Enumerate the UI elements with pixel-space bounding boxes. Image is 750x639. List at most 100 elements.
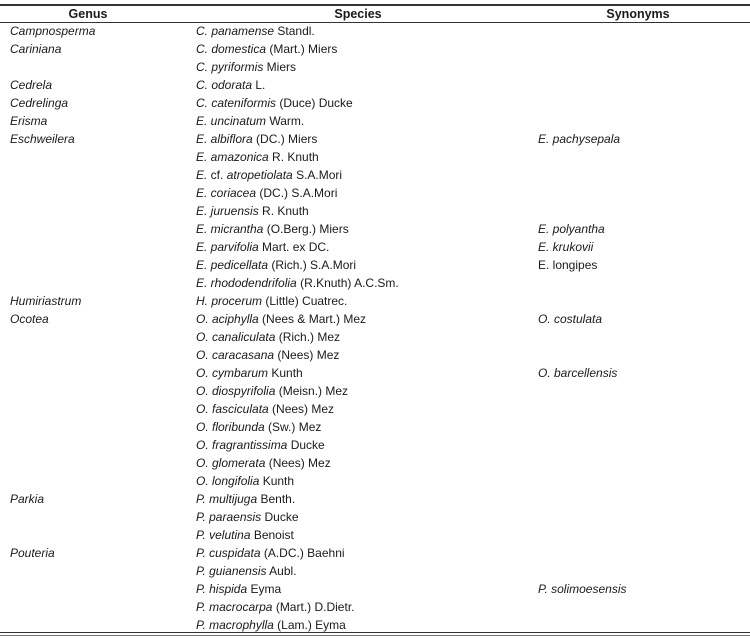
species-epithet: C. pyriformis xyxy=(196,60,264,74)
table-row: Campnosperma C. panamense Standl. xyxy=(0,22,750,40)
table-row: O. floribunda (Sw.) Mez xyxy=(0,418,750,436)
species-author: S.A.Mori xyxy=(292,168,343,182)
species-epithet: E. coriacea xyxy=(196,186,257,200)
species-author: (A.DC.) Baehni xyxy=(260,546,345,560)
table-row: Eschweilera E. albiflora (DC.) Miers E. pa… xyxy=(0,130,750,148)
table-row: Cedrela C. odorata L. xyxy=(0,76,750,94)
bottom-rule-2 xyxy=(0,634,750,636)
species-author: (DC.) Miers xyxy=(252,132,318,146)
species-cell: E. uncinatum Warm. xyxy=(196,112,304,130)
species-cell: P. macrophylla (Lam.) Eyma xyxy=(196,616,346,634)
header-species: Species xyxy=(334,7,382,21)
table-row: E. rhododendrifolia (R.Knuth) A.C.Sm. xyxy=(0,274,750,292)
table-row: E. cf. atropetiolata S.A.Mori xyxy=(0,166,750,184)
species-epithet: O. fasciculata xyxy=(196,402,269,416)
species-epithet: H. procerum xyxy=(196,294,263,308)
species-epithet: O. floribunda xyxy=(196,420,265,434)
table-row: E. amazonica R. Knuth xyxy=(0,148,750,166)
synonym-cell: E. krukovii xyxy=(538,240,594,254)
species-epithet: E. amazonica xyxy=(196,150,269,164)
species-epithet: O. canaliculata xyxy=(196,330,276,344)
species-epithet: P. guianensis xyxy=(196,564,267,578)
species-cell: C. odorata L. xyxy=(196,76,265,94)
synonym-cell: E. polyantha xyxy=(538,222,605,236)
species-author: (Little) Cuatrec. xyxy=(262,294,348,308)
species-author: R. Knuth xyxy=(258,204,309,218)
table-row: O. fasciculata (Nees) Mez xyxy=(0,400,750,418)
header-rule xyxy=(0,22,750,23)
species-cell: C. pyriformis Miers xyxy=(196,58,296,76)
species-author: Aubl. xyxy=(266,564,297,578)
species-cell: O. canaliculata (Rich.) Mez xyxy=(196,328,340,346)
species-author: Warm. xyxy=(266,114,305,128)
species-epithet: O. longifolia xyxy=(196,474,260,488)
species-cell: P. multijuga Benth. xyxy=(196,490,295,508)
species-epithet: P. paraensis xyxy=(196,510,262,524)
top-rule xyxy=(0,4,750,6)
species-epithet: O. caracasana xyxy=(196,348,275,362)
table-row: E. parvifolia Mart. ex DC. E. krukovii xyxy=(0,238,750,256)
species-cell: C. panamense Standl. xyxy=(196,22,315,40)
species-epithet: O. fragrantissima xyxy=(196,438,288,452)
genus-cell: Cedrela xyxy=(10,78,53,92)
species-author: Benoist xyxy=(250,528,294,542)
species-cell: E. albiflora (DC.) Miers xyxy=(196,130,317,148)
table-row: Pouteria P. cuspidata (A.DC.) Baehni xyxy=(0,544,750,562)
species-author: Kunth xyxy=(259,474,295,488)
species-author: Miers xyxy=(263,60,297,74)
species-epithet: E. rhododendrifolia xyxy=(196,276,297,290)
species-epithet: atropetiolata xyxy=(226,168,293,182)
table-row: P. guianensis Aubl. xyxy=(0,562,750,580)
table-row: E. micrantha (O.Berg.) Miers E. polyantha xyxy=(0,220,750,238)
table-row: O. fragrantissima Ducke xyxy=(0,436,750,454)
species-author: (Nees) Mez xyxy=(265,456,331,470)
table-row: Humiriastrum H. procerum (Little) Cuatrec… xyxy=(0,292,750,310)
table-row: O. cymbarum Kunth O. barcellensis xyxy=(0,364,750,382)
species-author: L. xyxy=(252,78,266,92)
table-row: O. canaliculata (Rich.) Mez xyxy=(0,328,750,346)
species-cell: P. macrocarpa (Mart.) D.Dietr. xyxy=(196,598,355,616)
species-author: Ducke xyxy=(261,510,299,524)
species-cell: E. parvifolia Mart. ex DC. xyxy=(196,238,329,256)
synonym-cell: E. pachysepala xyxy=(538,132,621,146)
species-cell: O. longifolia Kunth xyxy=(196,472,294,490)
species-cell: O. fasciculata (Nees) Mez xyxy=(196,400,334,418)
genus-cell: Parkia xyxy=(10,492,45,506)
genus-cell: Humiriastrum xyxy=(10,294,82,308)
species-epithet: C. domestica xyxy=(196,42,267,56)
species-author: (DC.) S.A.Mori xyxy=(256,186,338,200)
genus-cell: Eschweilera xyxy=(10,132,75,146)
species-epithet: P. multijuga xyxy=(196,492,258,506)
species-cell: P. cuspidata (A.DC.) Baehni xyxy=(196,544,345,562)
table-row: P. hispida Eyma P. solimoesensis xyxy=(0,580,750,598)
species-epithet: C. odorata xyxy=(196,78,253,92)
species-author: Benth. xyxy=(257,492,296,506)
species-epithet: E. juruensis xyxy=(196,204,259,218)
table-row: O. diospyrifolia (Meisn.) Mez xyxy=(0,382,750,400)
species-author: Eyma xyxy=(247,582,282,596)
genus-cell: Campnosperma xyxy=(10,24,96,38)
species-cell: O. cymbarum Kunth xyxy=(196,364,303,382)
species-epithet: E. albiflora xyxy=(196,132,253,146)
species-cell: O. diospyrifolia (Meisn.) Mez xyxy=(196,382,348,400)
species-epithet: O. diospyrifolia xyxy=(196,384,276,398)
header-synonyms: Synonyms xyxy=(606,7,670,21)
species-author: (Mart.) D.Dietr. xyxy=(272,600,355,614)
species-author: (Sw.) Mez xyxy=(264,420,322,434)
species-cell: P. guianensis Aubl. xyxy=(196,562,297,580)
species-author: R. Knuth xyxy=(268,150,319,164)
species-epithet: P. velutina xyxy=(196,528,251,542)
species-author: Kunth xyxy=(268,366,303,380)
species-cell: E. rhododendrifolia (R.Knuth) A.C.Sm. xyxy=(196,274,399,292)
species-author: (Mart.) Miers xyxy=(266,42,338,56)
genus-cell: Ocotea xyxy=(10,312,49,326)
table-row: P. velutina Benoist xyxy=(0,526,750,544)
species-cell: O. glomerata (Nees) Mez xyxy=(196,454,331,472)
table-row: C. pyriformis Miers xyxy=(0,58,750,76)
species-epithet: P. cuspidata xyxy=(196,546,261,560)
table-row: O. longifolia Kunth xyxy=(0,472,750,490)
table-row: Cedrelinga C. cateniformis (Duce) Ducke xyxy=(0,94,750,112)
species-author: Standl. xyxy=(274,24,315,38)
species-epithet: E. uncinatum xyxy=(196,114,267,128)
species-author: (O.Berg.) Miers xyxy=(263,222,349,236)
